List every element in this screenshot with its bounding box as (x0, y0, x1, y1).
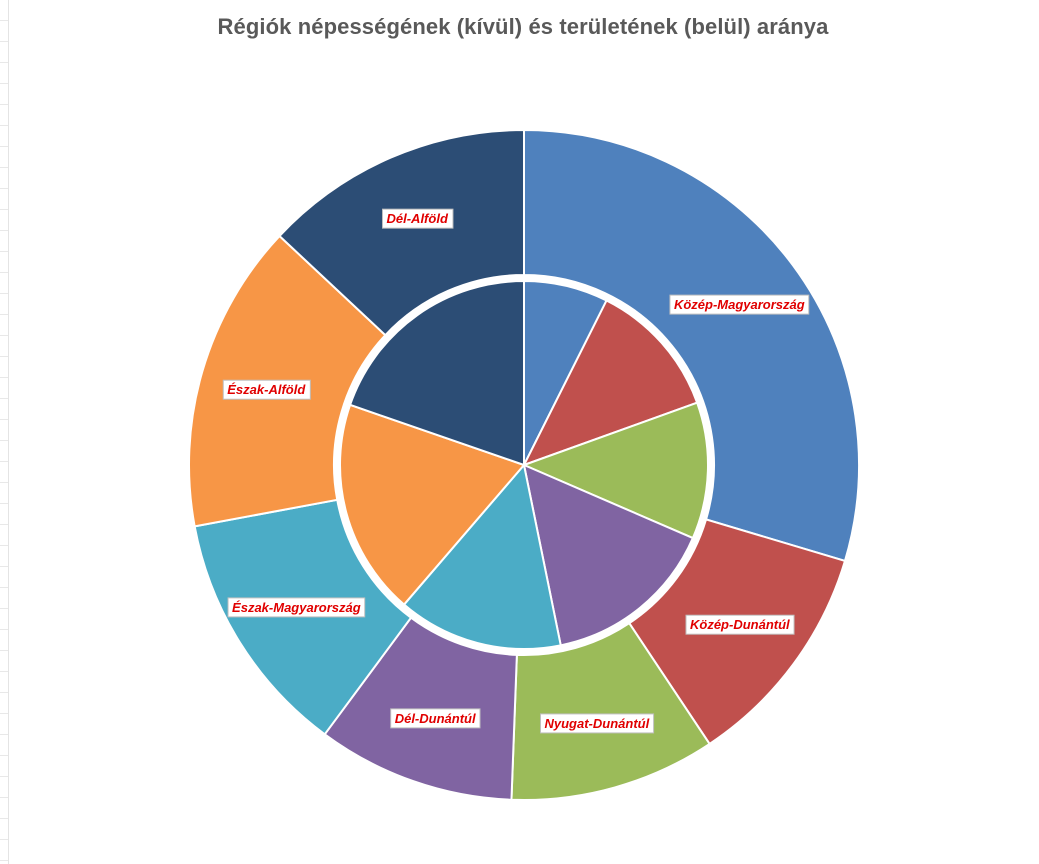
data-label-box (669, 294, 810, 315)
data-label-eszak-magyarorszag: Észak-Magyarország (227, 597, 366, 618)
inner-slice-nyugat-dunantul[interactable] (521, 401, 709, 540)
data-label-text: Észak-Alföld (227, 382, 306, 397)
outer-slice-kozep-magyarorszag[interactable] (523, 128, 860, 563)
data-label-box (390, 708, 481, 729)
data-label-box (685, 614, 795, 635)
data-label-kozep-magyarorszag: Közép-Magyarország (669, 294, 810, 315)
outer-slice-del-alfold[interactable] (278, 128, 525, 337)
data-label-box (540, 713, 655, 734)
data-label-box (222, 379, 311, 400)
inner-slice-del-alfold[interactable] (348, 279, 525, 467)
inner-slice-kozep-dunantul[interactable] (521, 299, 699, 467)
inner-ring-area (339, 279, 709, 650)
inner-slice-eszak-magyarorszag[interactable] (402, 462, 562, 650)
data-label-text: Dél-Dunántúl (395, 711, 476, 726)
data-label-text: Dél-Alföld (387, 211, 449, 226)
data-label-del-alfold: Dél-Alföld (382, 208, 454, 229)
chart-title: Régiók népességének (kívül) és területén… (217, 14, 829, 39)
data-label-text: Közép-Magyarország (674, 297, 805, 312)
data-labels: Közép-Magyarország Közép-Dunántúl Nyugat-D… (222, 208, 810, 734)
inner-slice-del-dunantul[interactable] (522, 463, 695, 647)
data-label-eszak-alfold: Észak-Alföld (222, 379, 311, 400)
data-label-box (382, 208, 454, 229)
data-label-text: Nyugat-Dunántúl (545, 716, 650, 731)
data-label-text: Közép-Dunántúl (690, 617, 790, 632)
spreadsheet-grid-edge (0, 0, 9, 864)
data-label-kozep-dunantul: Közép-Dunántúl (685, 614, 795, 635)
inner-slice-eszak-alfold[interactable] (339, 403, 526, 606)
data-label-text: Észak-Magyarország (232, 600, 361, 615)
data-label-nyugat-dunantul: Nyugat-Dunántúl (540, 713, 655, 734)
data-label-del-dunantul: Dél-Dunántúl (390, 708, 481, 729)
data-label-box (227, 597, 366, 618)
